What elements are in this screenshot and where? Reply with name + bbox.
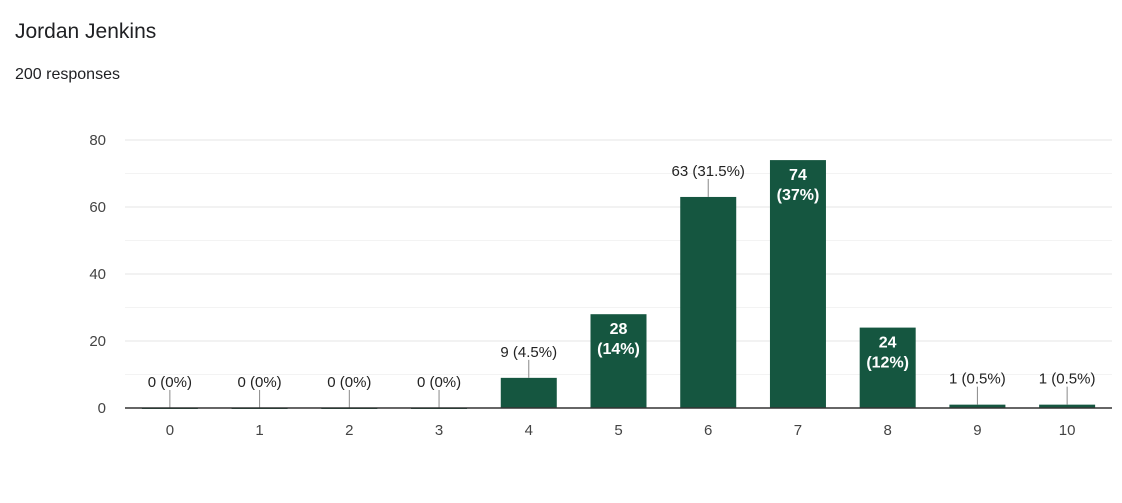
- bar: [590, 314, 647, 408]
- bar: [680, 196, 737, 408]
- question-title: Jordan Jenkins: [15, 20, 157, 43]
- data-label: 74: [789, 167, 807, 184]
- data-label: (12%): [866, 355, 909, 372]
- x-tick-label: 1: [255, 422, 263, 439]
- response-count: 200 responses: [15, 66, 120, 83]
- data-label: 24: [879, 335, 897, 352]
- data-label: 0 (0%): [237, 374, 281, 391]
- data-label: 1 (0.5%): [949, 371, 1006, 388]
- x-tick-label: 9: [973, 422, 981, 439]
- x-tick-label: 0: [166, 422, 174, 439]
- x-tick-label: 10: [1059, 422, 1076, 439]
- bar: [949, 404, 1006, 408]
- x-tick-label: 5: [614, 422, 622, 439]
- bar: [1039, 404, 1096, 408]
- x-tick-label: 3: [435, 422, 443, 439]
- x-tick-label: 8: [884, 422, 892, 439]
- data-label: 0 (0%): [327, 374, 371, 391]
- data-label: 0 (0%): [417, 374, 461, 391]
- data-label: 63 (31.5%): [672, 163, 745, 180]
- x-tick-label: 4: [525, 422, 533, 439]
- bar: [500, 377, 557, 408]
- y-tick-label: 40: [89, 266, 106, 283]
- x-tick-label: 6: [704, 422, 712, 439]
- x-tick-label: 7: [794, 422, 802, 439]
- data-label: (14%): [597, 341, 640, 358]
- data-label: 0 (0%): [148, 374, 192, 391]
- data-label: 9 (4.5%): [500, 344, 557, 361]
- y-tick-label: 80: [89, 132, 106, 149]
- bar: [769, 160, 826, 408]
- data-label: 28: [610, 321, 628, 338]
- y-tick-label: 0: [98, 400, 106, 417]
- y-tick-label: 60: [89, 199, 106, 216]
- data-label: (37%): [777, 187, 820, 204]
- y-tick-label: 20: [89, 333, 106, 350]
- x-tick-label: 2: [345, 422, 353, 439]
- bar: [859, 327, 916, 408]
- data-label: 1 (0.5%): [1039, 371, 1096, 388]
